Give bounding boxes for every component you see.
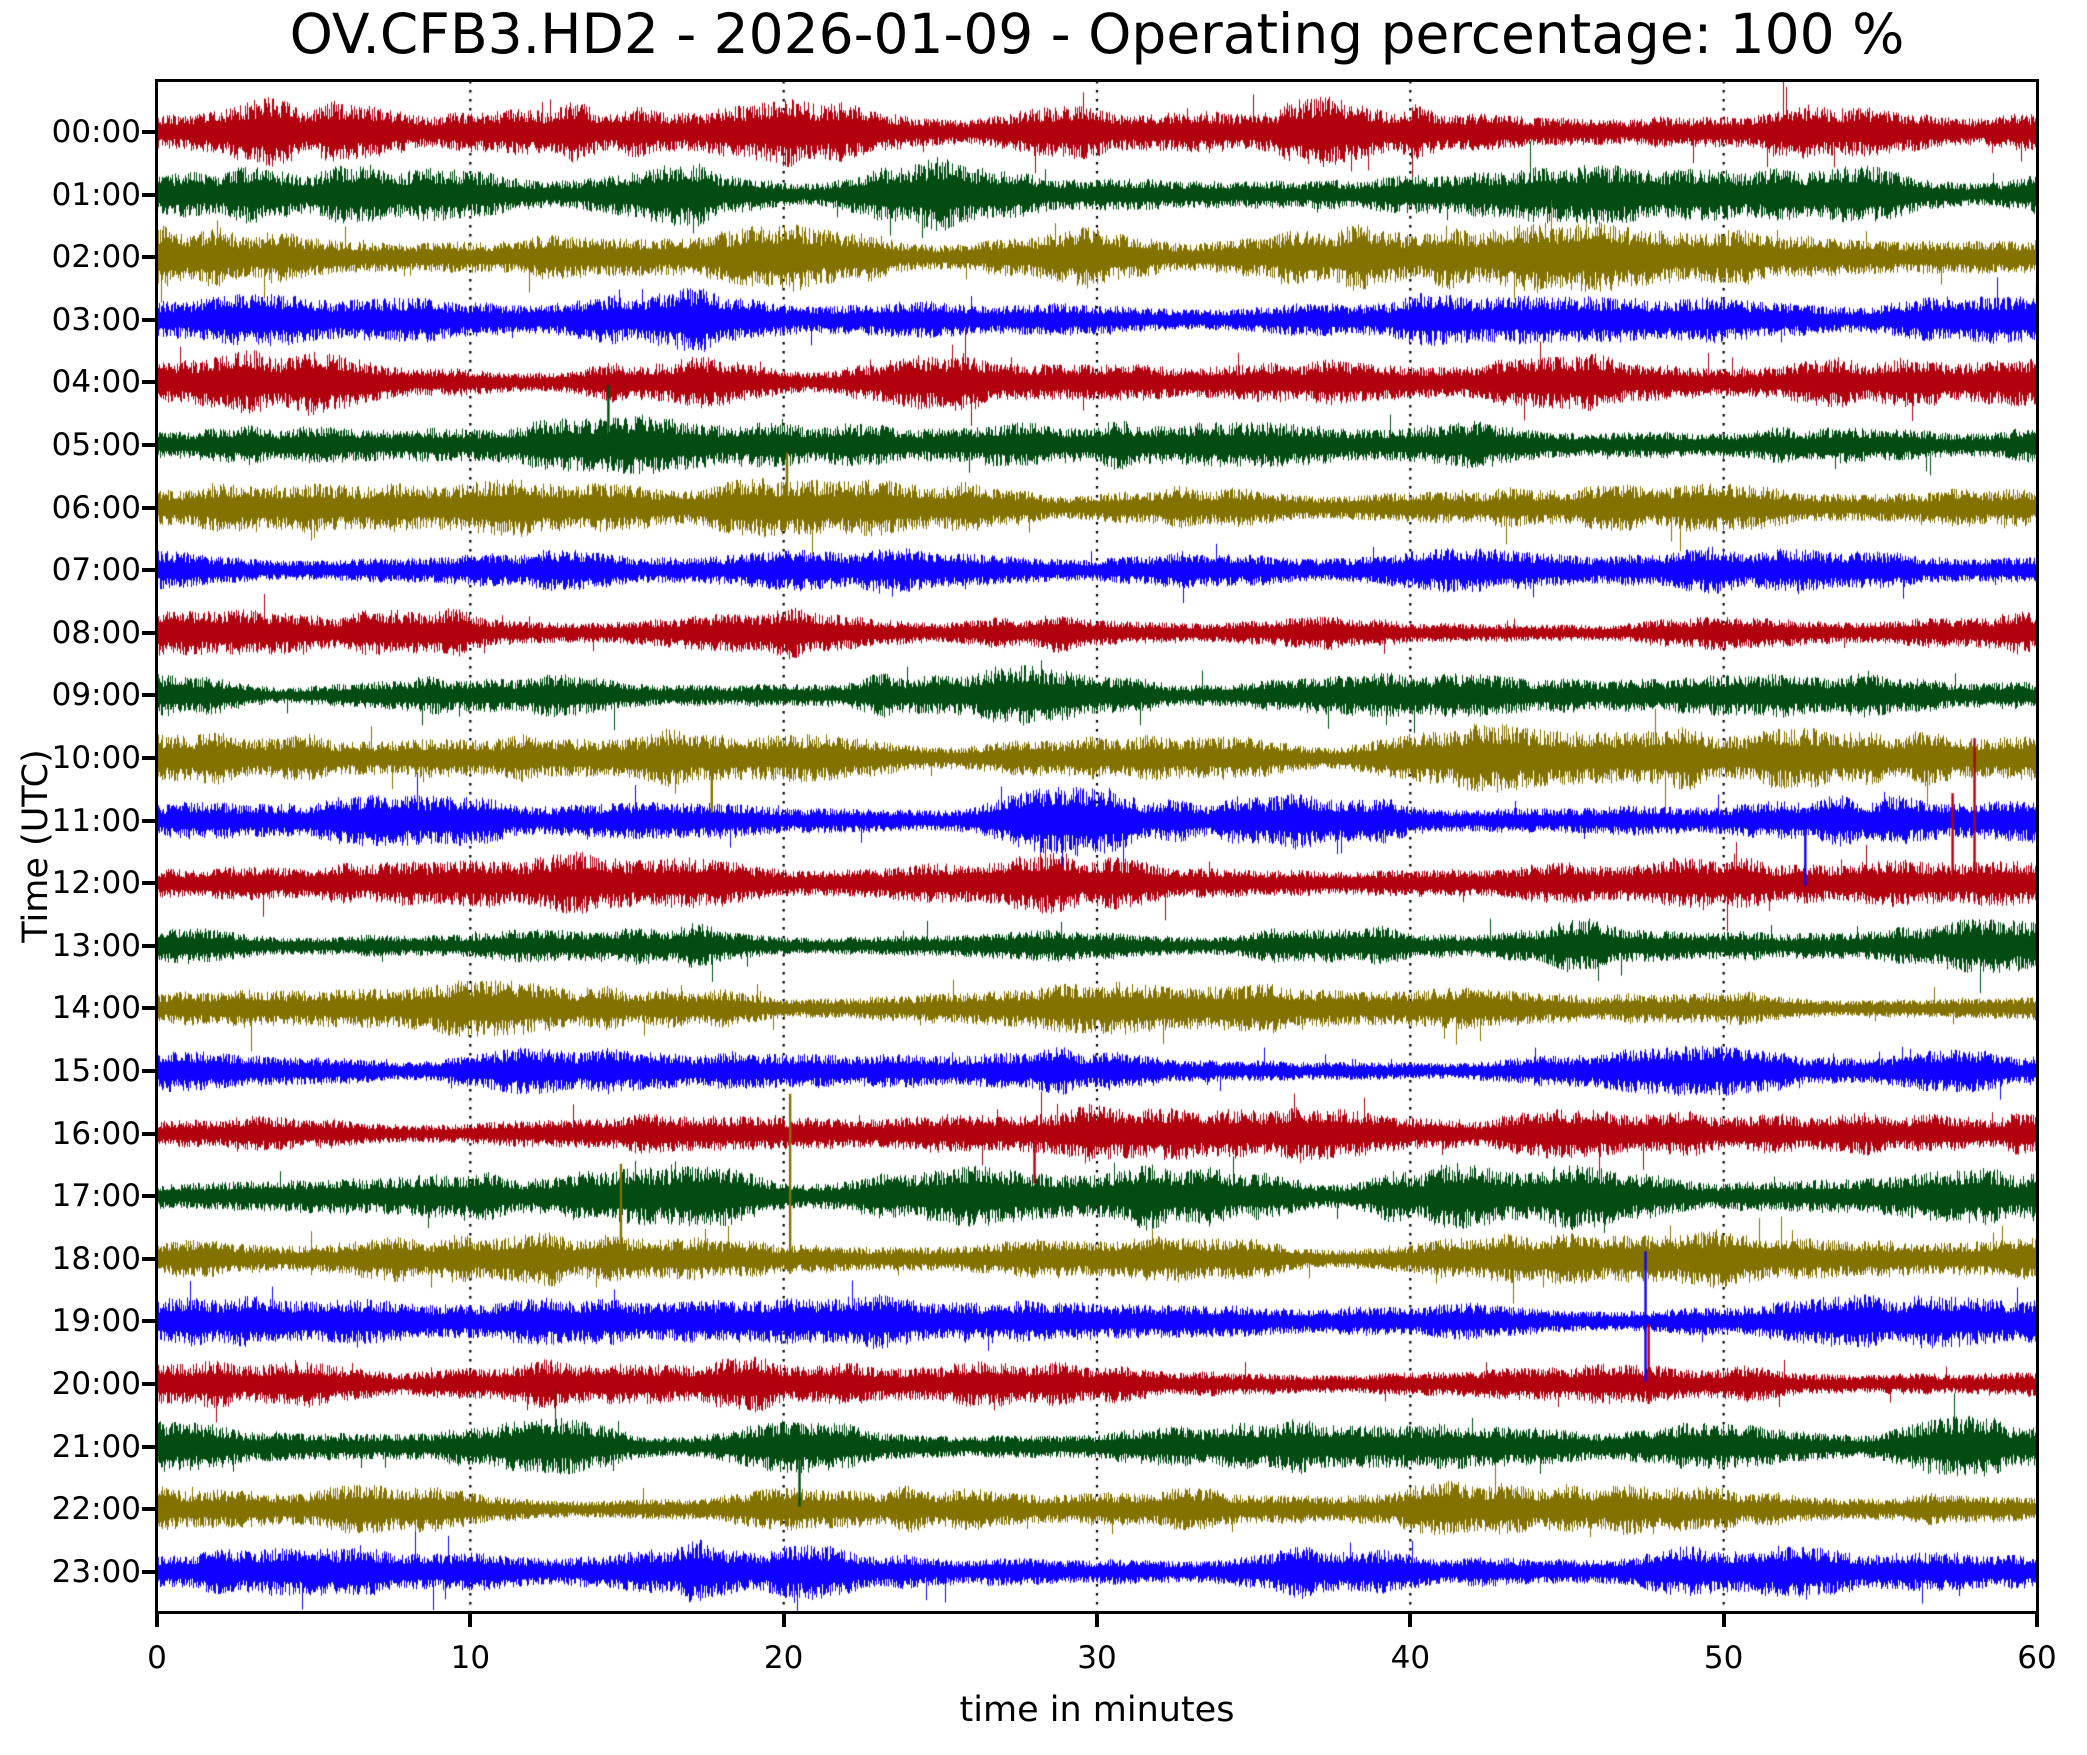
y-tick-label: 10:00 — [51, 740, 141, 776]
y-tick-label: 18:00 — [51, 1240, 141, 1277]
y-tick-mark — [142, 255, 156, 260]
y-tick-label: 19:00 — [51, 1303, 141, 1340]
y-tick-label: 12:00 — [51, 865, 141, 902]
y-tick-label: 05:00 — [51, 427, 141, 463]
y-tick-mark — [142, 881, 156, 886]
y-tick-mark — [142, 1131, 156, 1136]
y-tick-label: 08:00 — [51, 614, 141, 651]
y-tick-label: 20:00 — [51, 1366, 141, 1402]
x-tick-label: 30 — [1077, 1640, 1117, 1676]
y-tick-label: 16:00 — [51, 1115, 141, 1152]
y-tick-mark — [142, 943, 156, 948]
y-tick-label: 03:00 — [51, 301, 141, 338]
y-tick-mark — [142, 1444, 156, 1449]
y-tick-mark — [142, 192, 156, 197]
x-tick-mark — [1095, 1613, 1099, 1627]
y-tick-label: 23:00 — [51, 1553, 141, 1590]
x-tick-mark — [1408, 1613, 1413, 1627]
x-tick-label: 50 — [1703, 1640, 1744, 1676]
y-tick-label: 04:00 — [51, 364, 141, 401]
y-tick-label: 00:00 — [51, 114, 141, 150]
y-tick-mark — [142, 130, 156, 134]
y-tick-mark — [142, 1569, 156, 1574]
y-tick-mark — [142, 630, 156, 635]
x-axis-label: time in minutes — [959, 1690, 1235, 1730]
y-tick-label: 06:00 — [51, 489, 141, 526]
y-tick-mark — [142, 1256, 156, 1261]
x-tick-mark — [2035, 1613, 2039, 1627]
y-tick-label: 21:00 — [51, 1428, 141, 1465]
y-tick-mark — [142, 568, 156, 573]
y-tick-mark — [142, 818, 156, 823]
x-tick-mark — [1721, 1613, 1726, 1627]
y-tick-label: 02:00 — [51, 239, 141, 276]
y-tick-mark — [142, 1382, 156, 1386]
y-tick-label: 07:00 — [51, 552, 141, 589]
x-tick-mark — [155, 1613, 159, 1627]
y-tick-label: 01:00 — [51, 176, 141, 213]
y-tick-label: 17:00 — [51, 1178, 141, 1215]
y-tick-label: 13:00 — [51, 927, 141, 964]
y-tick-mark — [142, 380, 156, 385]
x-tick-label: 20 — [763, 1640, 804, 1676]
x-tick-mark — [781, 1613, 786, 1627]
y-tick-label: 09:00 — [51, 677, 141, 714]
y-tick-mark — [142, 1319, 156, 1324]
y-tick-mark — [142, 693, 156, 698]
y-tick-mark — [142, 443, 156, 447]
x-tick-mark — [468, 1613, 473, 1627]
x-tick-label: 40 — [1390, 1640, 1431, 1676]
y-tick-mark — [142, 505, 156, 510]
y-tick-mark — [142, 1006, 156, 1011]
y-tick-mark — [142, 1069, 156, 1073]
figure-title: OV.CFB3.HD2 - 2026-01-09 - Operating per… — [289, 2, 1905, 66]
y-tick-label: 15:00 — [51, 1053, 141, 1089]
y-axis-label: Time (UTC) — [16, 749, 56, 943]
y-tick-mark — [142, 1507, 156, 1512]
y-tick-mark — [142, 756, 156, 760]
x-tick-label: 60 — [2017, 1640, 2057, 1676]
x-tick-label: 10 — [450, 1640, 491, 1676]
x-tick-label: 0 — [147, 1640, 167, 1676]
y-tick-label: 14:00 — [51, 990, 141, 1027]
helicorder-trace-canvas — [157, 81, 2037, 1612]
y-tick-label: 11:00 — [51, 802, 141, 839]
y-tick-mark — [142, 317, 156, 322]
y-tick-label: 22:00 — [51, 1491, 141, 1528]
y-tick-mark — [142, 1194, 156, 1199]
